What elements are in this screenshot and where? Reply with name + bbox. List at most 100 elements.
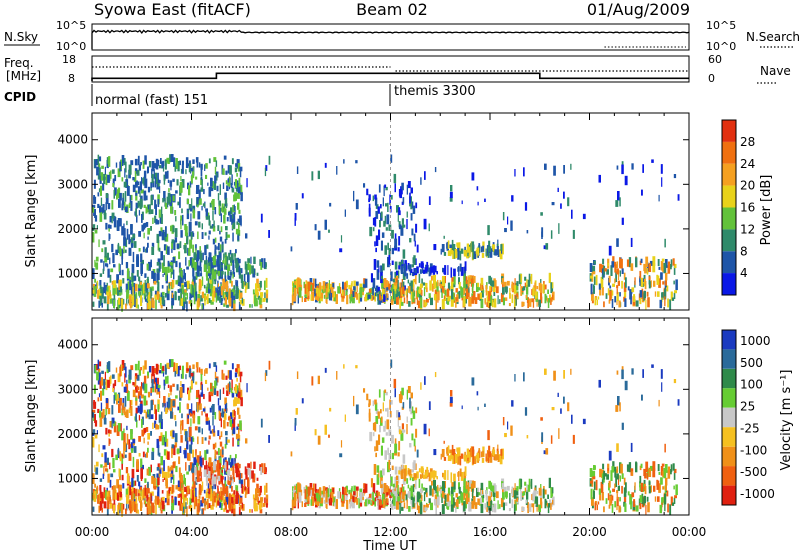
velocity-cell [117,447,120,456]
velocity-cell [664,443,666,453]
power-cell [121,226,124,236]
power-cell [138,248,141,252]
power-cell [310,284,313,292]
power-cell [148,261,151,271]
power-colorbar-frame [721,119,737,296]
power-cell [188,163,192,173]
velocity-cell [237,368,241,377]
power-cell [135,292,138,299]
power-cell [471,241,475,252]
velocity-cell [401,423,404,430]
velocity-cell [345,488,348,495]
power-cell [653,280,656,287]
velocity-cell [140,500,143,511]
velocity-colorbar-swatch [722,349,736,369]
velocity-cell [205,379,208,384]
velocity-cell [228,480,231,485]
velocity-cell [402,429,406,433]
velocity-colorbar-swatch [722,330,736,350]
velocity-cell [92,437,94,448]
velocity-cell [590,488,593,500]
power-cell [123,158,126,166]
power-cell [426,298,429,303]
power-cell [138,290,141,297]
velocity-cell [92,409,96,414]
velocity-cell [123,442,127,451]
velocity-cell [550,501,553,507]
velocity-cell [377,491,380,497]
velocity-cell [435,504,437,515]
velocity-cell [136,459,139,470]
velocity-cell [394,443,398,454]
power-cell [211,200,214,205]
velocity-cell [457,452,460,457]
velocity-cell [447,501,451,507]
power-cell [205,259,208,270]
power-cell [624,175,628,186]
velocity-cell [147,441,149,445]
power-cell [151,286,154,291]
velocity-cell [470,483,474,492]
velocity-cell [639,503,642,510]
power-cell [604,268,607,272]
velocity-cell [377,499,379,510]
velocity-cell [138,489,140,500]
velocity-cell [132,491,134,503]
power-cell [648,276,651,280]
power-cell [150,209,154,214]
velocity-cell [165,478,167,486]
power-cell [301,193,304,199]
power-cell [98,163,101,168]
x-axis-title: Time UT [362,539,416,554]
velocity-cell [147,371,149,378]
velocity-cell [582,418,586,425]
velocity-cell [496,451,499,461]
power-cell [235,249,237,254]
power-cell [94,259,96,267]
power-cell [245,233,248,239]
velocity-cell [477,498,480,505]
power-cell [661,292,665,298]
power-cell [186,198,189,204]
velocity-cell [402,454,406,464]
power-cell [398,261,402,267]
power-cell [96,280,99,289]
power-cell [232,205,235,213]
velocity-cell [245,438,248,444]
power-cell [223,208,227,215]
velocity-cell [222,465,225,469]
velocity-cell [452,449,456,456]
velocity-cell [152,422,154,429]
velocity-cell [105,427,108,435]
power-cell [147,166,149,173]
power-cell [118,263,120,272]
velocity-cell [230,474,232,483]
velocity-cell [157,486,160,498]
velocity-cell [244,486,247,491]
velocity-cell [163,474,166,480]
power-cell [256,298,258,305]
power-cell [661,258,665,262]
power-colorbar-swatch [722,251,736,274]
power-cell [397,270,400,279]
power-cell [316,291,320,302]
power-cell [502,212,505,221]
velocity-cell [265,482,268,493]
power-cell [603,301,605,308]
power-cell [98,156,102,162]
power-cell [646,291,649,297]
velocity-cell [466,448,469,458]
power-cell [340,235,343,243]
power-cell [663,262,667,274]
velocity-cell [648,468,652,477]
velocity-cell [621,485,623,494]
power-cell [633,294,636,302]
power-cell [140,261,142,266]
power-cell [470,278,474,287]
nave-label: Nave [760,64,791,78]
velocity-cell [185,374,187,380]
power-cell [563,165,565,174]
velocity-cell [635,462,638,473]
velocity-cell [245,488,248,495]
power-cell [375,285,379,293]
